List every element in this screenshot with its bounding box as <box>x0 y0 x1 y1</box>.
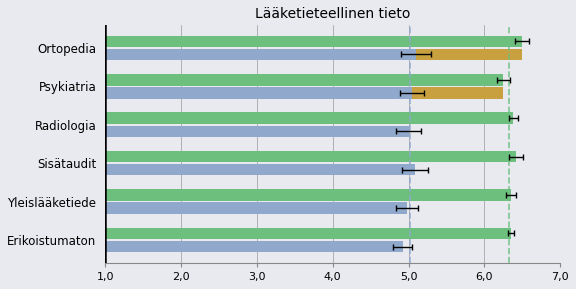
Bar <box>105 241 403 252</box>
Bar <box>105 36 522 47</box>
Bar <box>105 49 416 60</box>
Bar <box>105 125 408 137</box>
Title: Lääketieteellinen tieto: Lääketieteellinen tieto <box>255 7 411 21</box>
Bar <box>105 87 412 99</box>
Bar <box>105 164 415 175</box>
Bar <box>416 49 522 60</box>
Bar <box>105 189 511 201</box>
Bar <box>412 87 503 99</box>
Bar <box>105 202 407 214</box>
Bar <box>105 228 511 239</box>
Bar <box>105 74 503 86</box>
Bar <box>105 112 513 124</box>
Bar <box>105 151 516 162</box>
